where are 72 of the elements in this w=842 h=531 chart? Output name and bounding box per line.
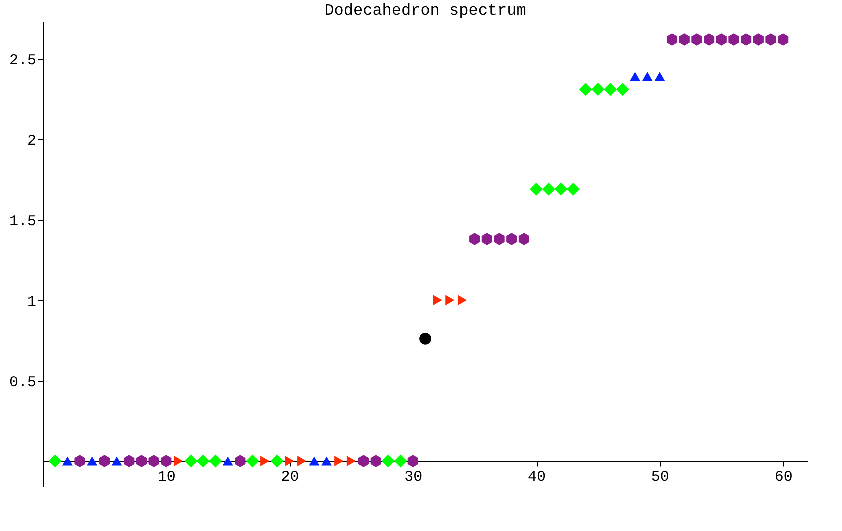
point: [679, 34, 690, 46]
x-tick-label: 10: [158, 468, 176, 486]
point: [87, 456, 98, 466]
point: [358, 455, 370, 468]
point: [382, 454, 396, 468]
point: [778, 34, 789, 46]
point: [506, 233, 518, 246]
point: [346, 456, 356, 466]
point: [766, 34, 776, 46]
x-tick-label: 50: [651, 468, 670, 486]
point: [74, 455, 86, 468]
x-tick-label: 30: [404, 468, 423, 486]
point: [542, 182, 556, 196]
x-tick-label: 20: [281, 468, 300, 486]
point: [48, 454, 62, 468]
point: [309, 456, 320, 466]
y-tick-label: 1.5: [9, 213, 36, 230]
point: [567, 182, 580, 196]
point: [99, 455, 110, 468]
point: [298, 456, 307, 466]
chart-title: Dodecahedron spectrum: [324, 2, 526, 20]
point: [616, 83, 630, 96]
point: [196, 454, 210, 468]
point: [209, 454, 222, 468]
point: [530, 182, 544, 196]
point: [408, 455, 418, 468]
point: [235, 455, 246, 468]
point: [270, 454, 284, 468]
x-tick-label: 40: [528, 468, 546, 486]
point: [446, 295, 455, 306]
point: [148, 455, 160, 468]
point: [753, 34, 764, 46]
point: [654, 72, 666, 82]
point: [334, 456, 344, 466]
point: [704, 34, 715, 46]
point: [728, 34, 740, 46]
point: [518, 233, 530, 246]
point: [322, 456, 332, 466]
point: [458, 295, 468, 306]
point: [394, 454, 408, 468]
point: [494, 233, 505, 246]
y-tick-label: 2: [27, 132, 36, 150]
y-tick-label: 0.5: [9, 374, 36, 392]
point: [124, 455, 135, 468]
point: [630, 72, 640, 82]
point: [246, 454, 260, 468]
point: [470, 233, 480, 246]
point: [554, 182, 568, 196]
point: [285, 456, 294, 466]
point: [420, 333, 432, 345]
point: [136, 455, 148, 468]
point: [184, 454, 198, 468]
point: [592, 83, 605, 96]
point: [260, 456, 270, 466]
point: [112, 456, 122, 466]
point: [433, 295, 442, 306]
point: [692, 34, 702, 46]
y-tick-label: 1: [27, 294, 36, 311]
point: [604, 83, 618, 96]
point: [666, 34, 678, 46]
point: [482, 233, 492, 246]
x-tick-label: 60: [774, 468, 793, 486]
point: [579, 83, 592, 96]
y-tick-label: 2.5: [9, 52, 36, 70]
point: [716, 34, 727, 46]
point: [222, 456, 234, 466]
point: [174, 456, 184, 466]
point: [161, 455, 172, 468]
point: [642, 72, 653, 82]
point: [741, 34, 752, 46]
point: [62, 456, 73, 466]
point: [370, 455, 382, 468]
